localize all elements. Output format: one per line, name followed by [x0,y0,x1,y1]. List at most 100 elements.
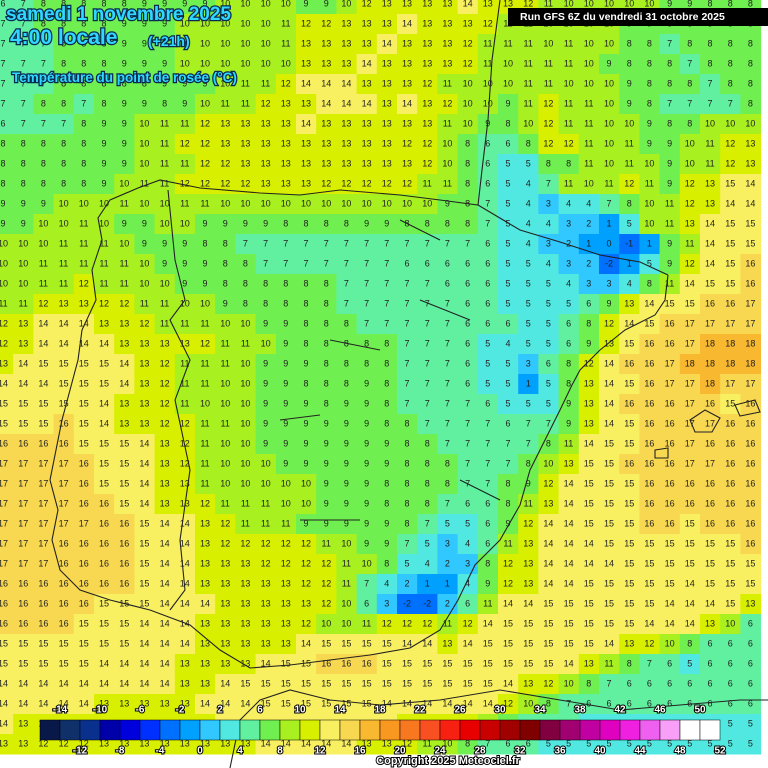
field-cell [477,314,499,335]
grid-value: 7 [364,318,369,328]
field-cell [437,394,459,415]
grid-value: 15 [644,558,654,568]
field-cell [296,674,317,695]
grid-value: 15 [624,578,634,588]
grid-value: 11 [200,198,209,208]
field-cell [53,374,75,395]
grid-value: 6 [485,498,490,508]
grid-value: 6 [526,738,531,748]
field-cell [639,574,661,595]
scale-label: 34 [534,705,546,716]
field-cell [154,554,176,575]
field-cell [457,594,479,615]
grid-value: 12 [301,558,311,568]
field-cell [679,634,701,655]
field-cell [0,594,14,615]
field-cell [235,594,257,615]
field-cell [336,674,358,695]
field-cell [437,14,459,35]
field-cell [255,614,277,635]
field-cell [558,134,580,155]
field-cell [336,194,358,215]
grid-value: 13 [240,638,250,648]
grid-value: 8 [404,438,409,448]
grid-value: 13 [422,38,432,48]
field-cell [599,134,620,155]
field-cell [619,594,640,615]
grid-value: 12 [79,278,89,288]
field-cell [316,514,337,535]
field-cell [619,534,640,555]
grid-value: 13 [240,738,250,748]
grid-value: 12 [341,178,351,188]
field-cell [457,274,479,295]
field-cell [174,554,196,575]
grid-value: 10 [341,198,351,208]
grid-value: 5 [526,318,531,328]
field-cell [154,274,176,295]
field-cell [316,14,337,35]
grid-value: 12 [240,178,250,188]
scale-swatch [79,719,101,741]
grid-value: 11 [564,438,573,448]
field-cell [518,554,539,575]
field-cell [599,434,620,455]
grid-value: 16 [745,458,755,468]
grid-value: 14 [685,278,695,288]
grid-value: 14 [99,338,109,348]
field-cell [437,194,459,215]
grid-value: 5 [728,738,733,748]
grid-value: 8 [465,158,470,168]
field-cell [376,134,398,155]
field-cell [639,554,661,575]
field-cell [316,214,337,235]
grid-value: 9 [263,438,268,448]
field-cell [659,194,681,215]
grid-value: 10 [160,218,170,228]
grid-value: 13 [200,578,210,588]
grid-value: 10 [18,238,28,248]
field-cell [114,674,135,695]
grid-value: 10 [362,558,372,568]
field-cell [316,374,337,395]
grid-value: 8 [324,318,329,328]
grid-value: 8 [445,458,450,468]
field-cell [457,154,479,175]
field-cell [215,54,236,75]
field-cell [235,634,257,655]
field-cell [73,594,95,615]
field-cell [740,54,762,75]
grid-value: 12 [402,618,412,628]
field-cell [296,554,317,575]
field-cell [73,194,95,215]
field-cell [275,654,297,675]
field-cell [316,174,337,195]
field-cell [13,374,34,395]
field-cell [296,574,317,595]
grid-value: 7 [0,58,5,68]
field-cell [215,374,236,395]
field-cell [740,434,762,455]
scale-label: 46 [654,705,666,716]
grid-value: 9 [303,518,308,528]
grid-value: 15 [543,598,553,608]
grid-value: 11 [584,98,593,108]
grid-value: 15 [725,598,735,608]
grid-value: 5 [586,738,591,748]
field-cell [33,354,55,375]
grid-value: 14 [261,738,271,748]
grid-value: 7 [364,298,369,308]
grid-value: 10 [442,138,452,148]
field-cell [114,574,135,595]
grid-value: 16 [644,518,654,528]
field-cell [134,254,156,275]
field-cell [174,314,196,335]
grid-value: 5 [566,738,571,748]
grid-value: 11 [322,538,331,548]
grid-value: 7 [283,258,288,268]
grid-value: 8 [122,78,127,88]
grid-value: 7 [384,238,389,248]
field-cell [720,314,741,335]
field-cell [356,534,378,555]
grid-value: 14 [341,78,351,88]
